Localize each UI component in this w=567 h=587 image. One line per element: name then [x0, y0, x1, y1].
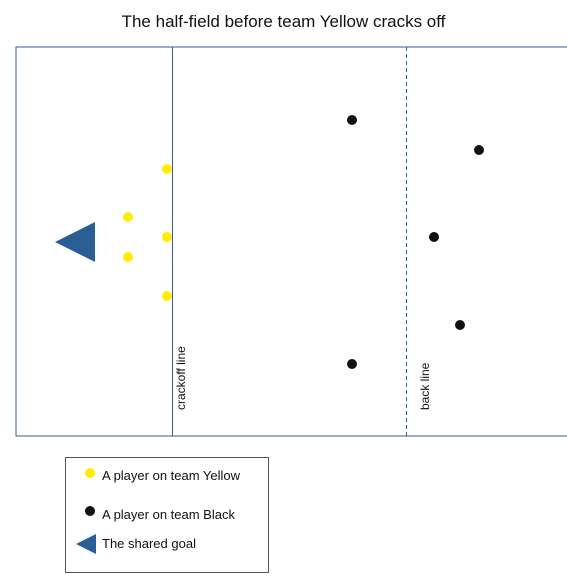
diagram-title: The half-field before team Yellow cracks… [121, 12, 446, 31]
yellow-player [162, 164, 172, 174]
crackoff-line-label: crackoff line [174, 346, 188, 410]
goal-triangle-icon [76, 534, 96, 554]
yellow-player [162, 291, 172, 301]
legend-goal-label: The shared goal [102, 536, 196, 551]
legend-yellow-label: A player on team Yellow [102, 468, 241, 483]
legend-item-goal: The shared goal [66, 534, 266, 554]
black-player-swatch [85, 506, 95, 516]
legend-item-yellow: A player on team Yellow [66, 466, 266, 486]
black-player [429, 232, 439, 242]
field-border [15, 46, 567, 437]
yellow-player [123, 252, 133, 262]
back-line-label: back line [418, 362, 432, 410]
yellow-player [162, 232, 172, 242]
legend-item-black: A player on team Black [66, 505, 266, 525]
legend-black-label: A player on team Black [102, 507, 235, 522]
shared-goal [55, 222, 95, 262]
black-player [347, 115, 357, 125]
yellow-player [123, 212, 133, 222]
black-player [455, 320, 465, 330]
black-player [474, 145, 484, 155]
legend: A player on team Yellow A player on team… [65, 457, 269, 573]
yellow-player-swatch [85, 468, 95, 478]
black-player [347, 359, 357, 369]
